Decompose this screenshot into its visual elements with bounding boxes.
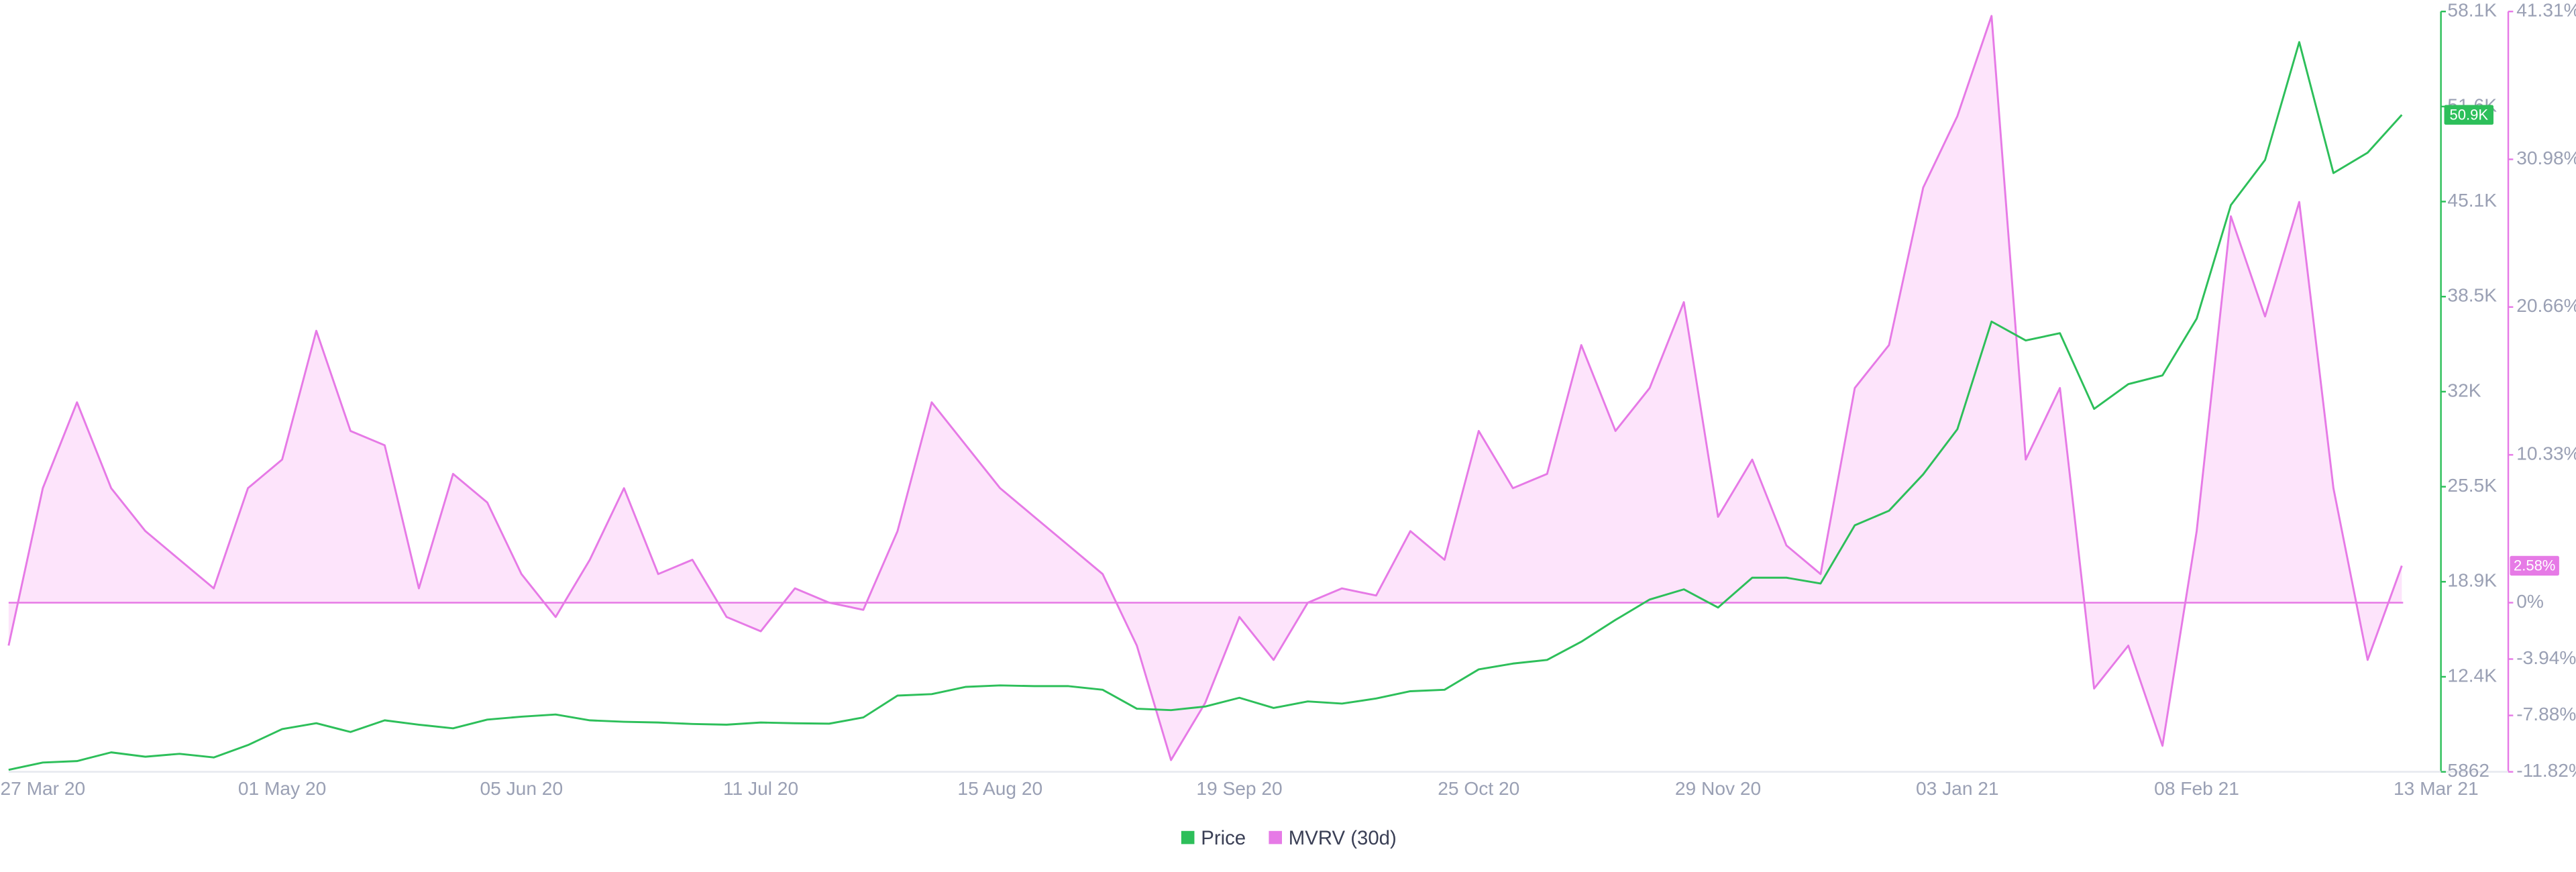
x-tick-label: 13 Mar 21	[2394, 778, 2479, 799]
y-tick-label: 32K	[2447, 380, 2481, 400]
x-tick-label: 29 Nov 20	[1675, 778, 1761, 799]
current-badge-label: 2.58%	[2514, 557, 2555, 574]
x-tick-label: 01 May 20	[238, 778, 326, 799]
x-tick-label: 15 Aug 20	[957, 778, 1042, 799]
y2-tick-label: 20.66%	[2516, 295, 2576, 316]
legend-swatch	[1269, 830, 1282, 844]
y2-tick-label: 41.31%	[2516, 0, 2576, 21]
y-tick-label: 18.9K	[2447, 570, 2497, 591]
y-tick-label: 12.4K	[2447, 665, 2497, 686]
legend-label: MVRV (30d)	[1289, 827, 1397, 849]
legend-swatch	[1181, 830, 1195, 844]
legend-label: Price	[1201, 827, 1246, 849]
series-line	[8, 41, 2403, 771]
y2-tick-label: -3.94%	[2516, 647, 2576, 668]
y2-tick-label: -11.82%	[2516, 760, 2576, 781]
y-tick-label: 5862	[2447, 760, 2489, 781]
current-badge-label: 50.9K	[2449, 106, 2488, 123]
x-tick-label: 08 Feb 21	[2154, 778, 2239, 799]
y2-tick-label: 30.98%	[2516, 148, 2576, 168]
x-tick-label: 03 Jan 21	[1916, 778, 1999, 799]
current-badge	[2510, 555, 2559, 576]
x-tick-label: 05 Jun 20	[480, 778, 563, 799]
x-tick-label: 11 Jul 20	[723, 778, 798, 799]
y2-tick-label: 10.33%	[2516, 443, 2576, 464]
y2-tick-label: 0%	[2516, 591, 2544, 612]
current-badge	[2444, 105, 2493, 125]
x-tick-label: 25 Oct 20	[1438, 778, 1519, 799]
series-line	[7, 15, 2403, 761]
y2-tick-label: -7.88%	[2516, 704, 2576, 724]
y-tick-label: 38.5K	[2447, 285, 2497, 306]
area	[8, 15, 2402, 761]
x-tick-label: 19 Sep 20	[1196, 778, 1282, 799]
y-tick-label: 25.5K	[2447, 475, 2497, 496]
y-tick-label: 45.1K	[2447, 190, 2497, 211]
y-tick-label: 58.1K	[2447, 0, 2497, 21]
x-tick-label: 27 Mar 20	[0, 778, 85, 799]
